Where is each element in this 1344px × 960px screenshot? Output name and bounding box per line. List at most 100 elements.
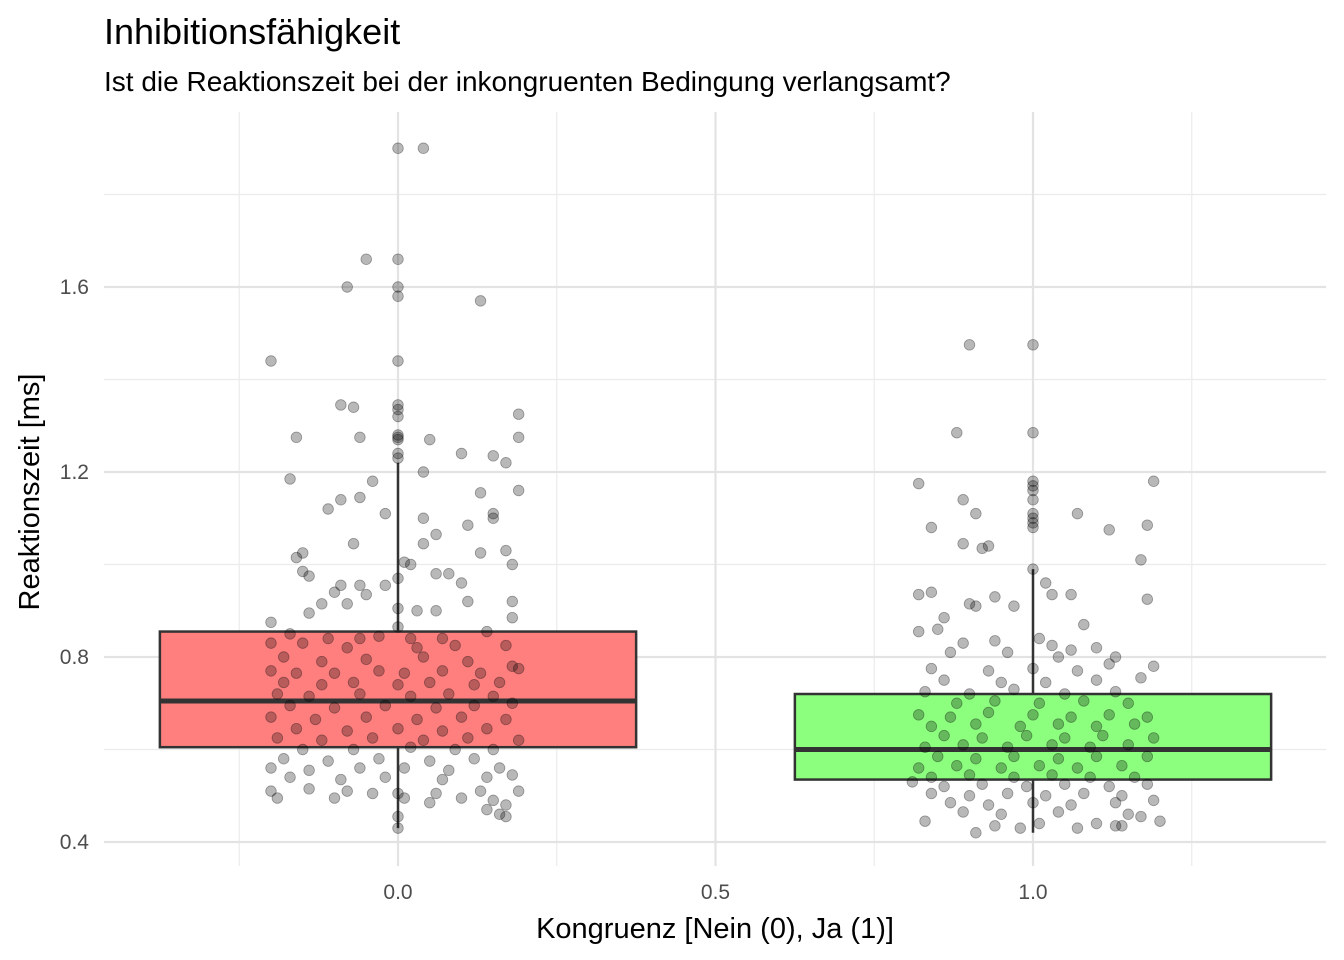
data-point [271, 732, 284, 744]
data-point [392, 281, 404, 293]
data-point [1103, 780, 1115, 793]
data-point [506, 558, 519, 571]
data-point [278, 651, 290, 663]
data-point [512, 408, 525, 420]
data-point [1052, 806, 1065, 818]
x-tick-label: 1.0 [1018, 881, 1047, 904]
data-point [500, 810, 512, 823]
data-point [1033, 632, 1046, 645]
data-point [297, 637, 309, 649]
data-point [1122, 697, 1134, 709]
data-point [297, 547, 309, 559]
data-point [405, 741, 417, 753]
data-point [474, 295, 487, 307]
data-point [1090, 750, 1103, 763]
data-point [366, 732, 379, 744]
data-point [366, 787, 379, 800]
data-point [1014, 822, 1027, 834]
data-point [1059, 732, 1071, 744]
data-point [1020, 780, 1033, 793]
data-point [379, 579, 392, 592]
data-point [265, 616, 277, 629]
data-point [1065, 711, 1077, 723]
data-point [512, 734, 525, 746]
data-point [379, 507, 392, 520]
data-point [481, 722, 493, 735]
data-point [398, 762, 411, 774]
data-point [1116, 790, 1128, 802]
data-point [1033, 697, 1046, 709]
x-tick-label: 0.5 [701, 881, 730, 904]
data-point [493, 808, 506, 820]
data-point [925, 586, 938, 598]
data-point [512, 662, 525, 675]
data-point [919, 741, 931, 753]
data-point [989, 591, 1001, 603]
data-point [1033, 817, 1046, 830]
data-point [512, 785, 525, 797]
data-point [424, 676, 436, 689]
data-point [455, 447, 468, 460]
data-point [963, 339, 976, 351]
data-point [379, 699, 392, 712]
data-point [506, 660, 519, 672]
data-point [373, 630, 385, 642]
data-point [265, 355, 277, 367]
data-point [278, 676, 290, 689]
data-point [1039, 790, 1052, 802]
data-point [424, 755, 436, 767]
data-point [360, 711, 372, 723]
data-point [284, 473, 296, 485]
data-point [462, 655, 474, 668]
data-point [474, 667, 487, 679]
data-point [1103, 658, 1115, 670]
data-point [398, 667, 411, 679]
data-point [297, 565, 309, 578]
data-point [906, 776, 919, 788]
data-point [989, 695, 1001, 707]
data-point [1039, 676, 1052, 689]
data-point [506, 595, 519, 608]
data-point [379, 771, 392, 783]
data-point [1122, 739, 1134, 751]
data-point [392, 403, 404, 416]
y-tick-label: 1.6 [60, 276, 89, 299]
data-point [443, 568, 455, 580]
data-point [449, 639, 461, 652]
data-point [506, 611, 519, 624]
data-point [328, 792, 341, 804]
data-point [335, 579, 347, 592]
data-point [468, 679, 480, 691]
data-point [290, 667, 303, 679]
data-point [938, 729, 950, 742]
data-point [1027, 796, 1039, 809]
data-point [1027, 517, 1039, 529]
data-point [995, 808, 1007, 820]
data-point [957, 637, 969, 649]
data-point [951, 426, 963, 439]
data-point [1090, 674, 1103, 686]
data-point [512, 431, 525, 444]
data-point [506, 769, 519, 781]
data-point [322, 632, 334, 645]
data-point [392, 142, 404, 154]
data-point [1147, 660, 1160, 672]
data-point [322, 503, 334, 515]
data-point [316, 734, 328, 746]
data-point [1001, 741, 1014, 753]
data-point [398, 556, 411, 568]
data-point [1109, 820, 1122, 832]
data-point [271, 792, 284, 804]
data-point [970, 753, 982, 765]
data-point [1147, 475, 1160, 487]
data-point [405, 558, 417, 571]
data-point [1052, 718, 1065, 730]
data-point [290, 551, 303, 564]
data-point [963, 598, 976, 610]
data-point [392, 447, 404, 460]
data-point [392, 290, 404, 302]
data-point [1001, 646, 1014, 659]
data-point [1141, 750, 1154, 763]
data-point [1090, 642, 1103, 654]
